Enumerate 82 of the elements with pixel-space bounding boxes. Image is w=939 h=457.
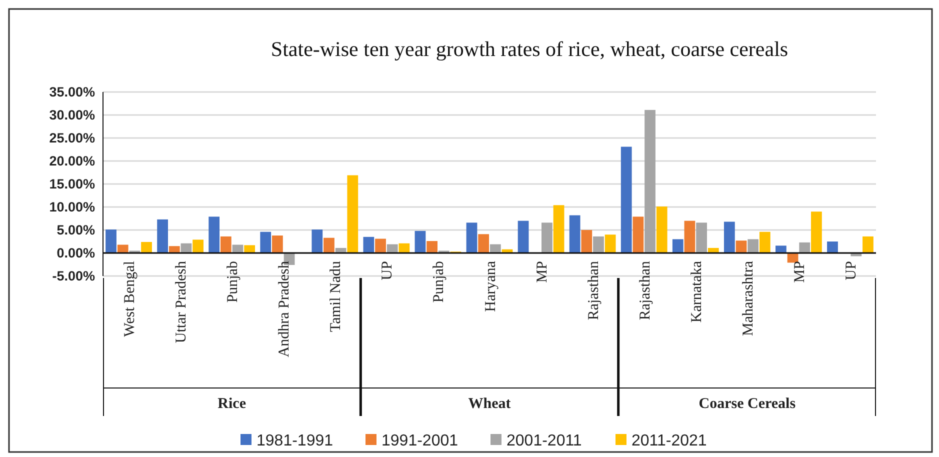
x-tick-label: Punjab xyxy=(225,261,242,303)
bar xyxy=(862,236,874,253)
x-tick-label: MP xyxy=(534,261,550,283)
bar xyxy=(632,216,644,253)
bar xyxy=(656,206,668,253)
x-tick-label: UP xyxy=(380,261,396,280)
bar xyxy=(386,244,398,253)
bar xyxy=(141,242,152,253)
y-tick-label: 15.00% xyxy=(49,176,95,192)
bar xyxy=(426,241,438,253)
bar xyxy=(620,146,632,253)
bar xyxy=(244,245,256,253)
bar xyxy=(220,236,232,253)
bar xyxy=(335,248,346,253)
y-tick-label: 30.00% xyxy=(49,108,95,123)
x-tick-label: Andhra Pradesh xyxy=(276,260,293,358)
bar xyxy=(260,232,272,253)
bar xyxy=(672,239,684,253)
x-tick-label: Maharashtra xyxy=(740,260,756,336)
bar xyxy=(644,110,656,253)
bar xyxy=(414,230,426,253)
bar xyxy=(518,220,529,253)
y-tick-label: 5.00% xyxy=(56,222,95,238)
x-tick-label: Uttar Pradesh xyxy=(174,260,190,344)
bar xyxy=(542,222,552,253)
bar xyxy=(375,238,386,253)
text: Rice xyxy=(218,396,246,412)
bar xyxy=(363,236,374,253)
bar xyxy=(799,242,810,253)
bar xyxy=(232,244,244,253)
x-tick-label: UP xyxy=(843,261,860,280)
bar xyxy=(827,242,838,253)
bar xyxy=(569,215,580,253)
bar xyxy=(604,234,616,253)
bar xyxy=(593,236,604,253)
chart-title: State-wise ten year growth rates of rice, wheat, coarse cereals xyxy=(270,37,788,61)
x-tick-label: Karnataka xyxy=(688,260,705,323)
x-tick-label: Rajasthan xyxy=(586,260,602,320)
y-tick-label: 35.00% xyxy=(49,84,95,100)
legend-label: 2011-2021 xyxy=(632,432,707,450)
bar xyxy=(490,244,501,253)
x-tick-label: Punjab xyxy=(431,261,448,303)
bar xyxy=(736,240,747,253)
bar xyxy=(708,248,719,253)
bar xyxy=(347,175,358,253)
y-tick-label: -5.00% xyxy=(52,268,95,284)
bar xyxy=(272,236,283,253)
bar xyxy=(748,239,759,253)
bar xyxy=(157,219,168,253)
y-tick-label: 0.00% xyxy=(56,246,95,261)
text: Coarse Cereals xyxy=(698,396,796,412)
bar xyxy=(776,246,786,253)
bar xyxy=(106,230,116,253)
bar xyxy=(192,240,204,253)
bar xyxy=(312,230,323,253)
legend-label: 1981-1991 xyxy=(256,432,334,450)
bar xyxy=(811,212,822,253)
bar xyxy=(180,243,192,253)
bar xyxy=(581,230,592,253)
y-tick-label: 10.00% xyxy=(49,200,95,215)
x-tick-label: West Bengal xyxy=(122,261,138,337)
bar xyxy=(398,243,410,253)
x-tick-label: Tamil Nadu xyxy=(328,260,344,332)
x-tick-label: Haryana xyxy=(482,260,499,312)
bar xyxy=(553,205,564,253)
x-tick-label: Rajasthan xyxy=(637,260,654,320)
bar xyxy=(208,216,220,253)
bar xyxy=(466,222,478,253)
x-tick-label: MP xyxy=(792,261,808,283)
bar xyxy=(696,222,707,253)
bar xyxy=(168,246,180,253)
bar xyxy=(759,232,770,253)
legend-label: 2001-2011 xyxy=(506,432,582,450)
bar xyxy=(724,222,735,253)
y-tick-label: 20.00% xyxy=(49,154,95,169)
bar xyxy=(117,244,128,253)
bar xyxy=(684,220,696,253)
legend-label: 1991-2001 xyxy=(382,432,458,450)
bar xyxy=(324,238,334,253)
y-tick-label: 25.00% xyxy=(49,130,95,146)
text: Wheat xyxy=(468,396,511,412)
bar xyxy=(478,234,490,253)
